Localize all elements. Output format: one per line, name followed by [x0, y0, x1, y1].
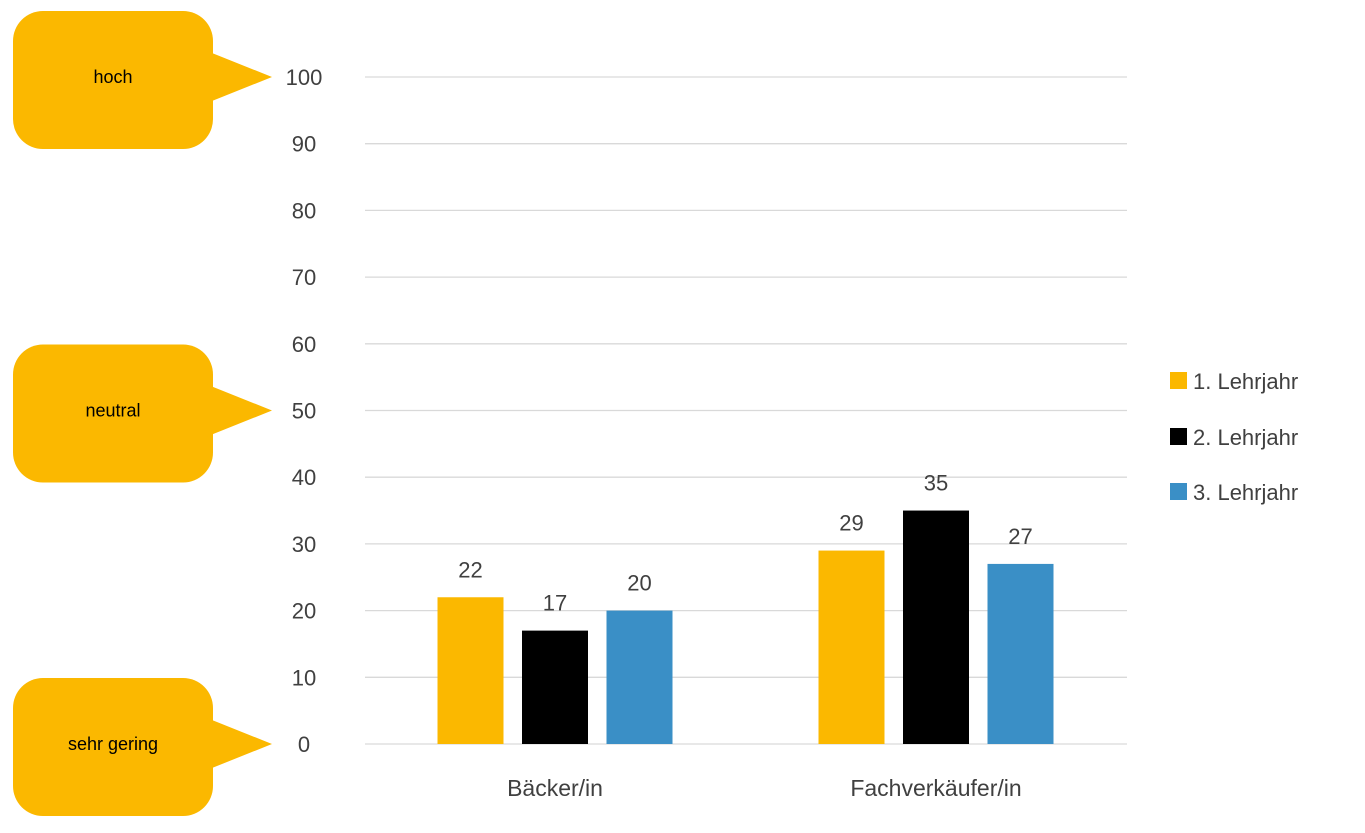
bar-1-1 [437, 597, 504, 744]
bar-1-2 [522, 630, 588, 744]
y-tick-label: 30 [292, 532, 316, 557]
callout-body [13, 344, 213, 483]
legend-item-2: 2. Lehrjahr [1170, 425, 1298, 450]
y-tick-label: 0 [298, 732, 310, 757]
x-axis-categories: Bäcker/in Fachverkäufer/in [507, 775, 1022, 801]
legend-swatch [1170, 428, 1187, 445]
bars [437, 510, 1054, 744]
data-label: 17 [543, 591, 567, 616]
data-label: 22 [458, 557, 482, 582]
y-axis-ticks: 0 10 20 30 40 50 60 70 80 90 100 [286, 65, 323, 757]
callout-body [13, 678, 213, 816]
y-tick-label: 40 [292, 465, 316, 490]
y-tick-label: 70 [292, 265, 316, 290]
callout-pointer [207, 384, 272, 437]
scale-callouts: hoch neutral sehr gering [13, 11, 272, 816]
category-label: Fachverkäufer/in [850, 775, 1021, 801]
callout-label: hoch [93, 67, 132, 87]
callout-pointer [207, 718, 272, 770]
callout-bubble-1: hoch [13, 11, 272, 149]
data-label: 20 [627, 571, 651, 596]
y-tick-label: 100 [286, 65, 323, 90]
y-tick-label: 20 [292, 599, 316, 624]
bar-2-3 [987, 563, 1054, 744]
y-tick-label: 50 [292, 399, 316, 424]
data-label: 29 [839, 511, 863, 536]
legend-item-1: 1. Lehrjahr [1170, 369, 1298, 394]
data-label: 35 [924, 471, 948, 496]
y-tick-label: 60 [292, 332, 316, 357]
callout-bubble-3: sehr gering [13, 678, 272, 816]
bar-2-2 [903, 510, 969, 744]
data-label: 27 [1008, 524, 1032, 549]
callout-label: neutral [85, 401, 140, 421]
legend-item-3: 3. Lehrjahr [1170, 480, 1298, 505]
data-labels: 22 17 20 29 35 27 [458, 471, 1032, 616]
legend-label: 2. Lehrjahr [1193, 425, 1298, 450]
y-tick-label: 90 [292, 132, 316, 157]
callout-label: sehr gering [68, 734, 158, 754]
bar-1-3 [606, 610, 673, 744]
callout-body [13, 11, 213, 149]
y-tick-label: 10 [292, 665, 316, 690]
bar-2-1 [818, 550, 885, 744]
legend-label: 3. Lehrjahr [1193, 480, 1298, 505]
y-tick-label: 80 [292, 198, 316, 223]
callout-pointer [207, 51, 272, 103]
callout-bubble-2: neutral [13, 344, 272, 483]
legend-label: 1. Lehrjahr [1193, 369, 1298, 394]
category-label: Bäcker/in [507, 775, 603, 801]
legend: 1. Lehrjahr 2. Lehrjahr 3. Lehrjahr [1170, 369, 1298, 505]
legend-swatch [1170, 372, 1187, 389]
legend-swatch [1170, 483, 1187, 500]
